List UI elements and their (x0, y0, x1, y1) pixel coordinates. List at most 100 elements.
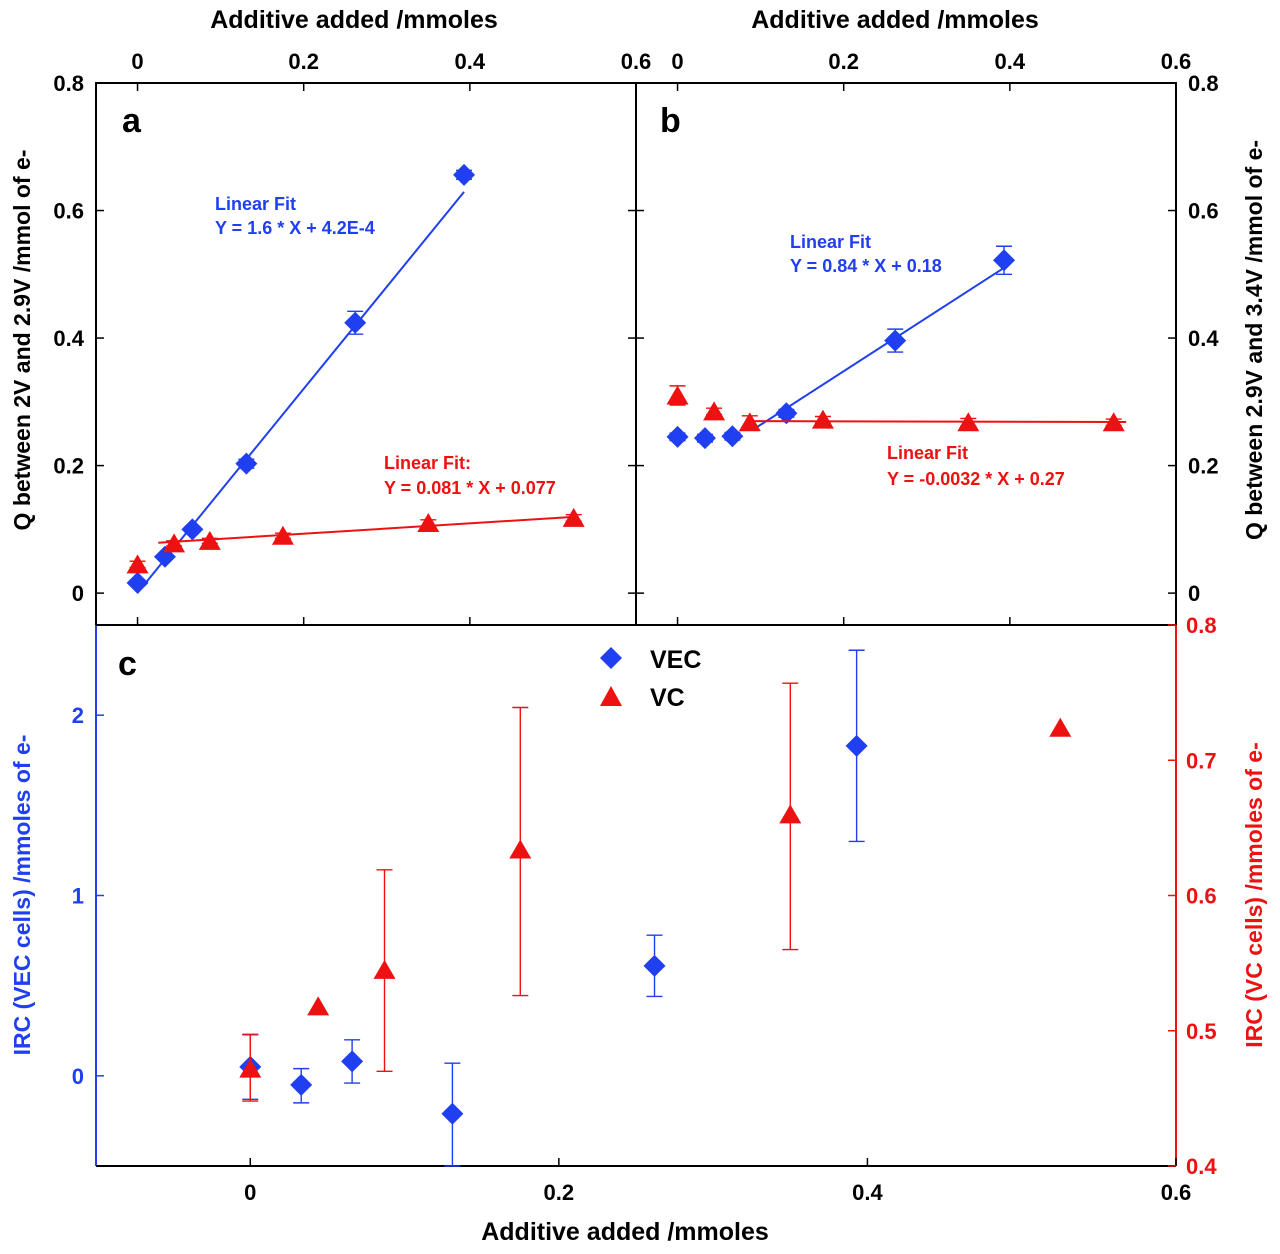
panel-b-x-tick-label-2: 0.4 (995, 49, 1026, 74)
panel-b-vc-point-3 (811, 409, 834, 429)
panel-a-vc-fit-label: Linear Fit: (384, 453, 471, 473)
panel-b-y-tick-label-0: 0 (1188, 581, 1200, 606)
panel-a-vc-fit-annotation: Linear Fit: Y = 0.081 * X + 0.077 (384, 453, 556, 498)
panel-c-x-tick-label-3: 0.6 (1161, 1180, 1192, 1205)
panel-c-right-y-tick-label-4: 0.8 (1186, 613, 1217, 638)
legend-vec-marker (600, 647, 622, 669)
panel-a-y-tick-label-2: 0.4 (53, 326, 84, 351)
panel-c-vec-point-5 (845, 734, 868, 757)
panel-a: 0 0.2 0.4 0.6 0 0.2 0.4 0.6 0.8 (53, 49, 652, 626)
panel-a-x-tick-label-0: 0 (131, 49, 143, 74)
panel-c-vc-point-3 (509, 839, 532, 859)
panel-a-vc-point-4 (417, 512, 440, 532)
panel-a-vec-fit-label: Linear Fit (215, 194, 296, 214)
panel-b-vec-point-1 (693, 427, 716, 450)
panel-a-y-tick-label-0: 0 (72, 581, 84, 606)
panel-b-vec-fit-line (751, 267, 1005, 431)
panel-b-vc-point-2 (738, 412, 761, 432)
panel-a-vec-point-5 (453, 163, 476, 186)
panel-a-vec-fit-annotation: Linear Fit Y = 1.6 * X + 4.2E-4 (215, 194, 375, 238)
panel-a-vc-point-3 (271, 525, 294, 545)
panel-b-x-tick-label-3: 0.6 (1161, 49, 1192, 74)
panel-b-vec-fit-label: Linear Fit (790, 232, 871, 252)
panel-c-right-y-tick-label-0: 0.4 (1186, 1154, 1217, 1179)
panel-b-vc-fit-annotation: Linear Fit Y = -0.0032 * X + 0.27 (887, 443, 1065, 489)
panel-a-vec-point-0 (126, 571, 149, 594)
panel-b-x-tick-label-0: 0 (671, 49, 683, 74)
panel-c-x-tick-label-1: 0.2 (544, 1180, 575, 1205)
panel-b-vec-fit-annotation: Linear Fit Y = 0.84 * X + 0.18 (790, 232, 942, 276)
panel-a-x-tick-label-3: 0.6 (621, 49, 652, 74)
panel-b-vc-point-1 (703, 401, 726, 421)
panel-a-vc-point-0 (126, 554, 149, 574)
panel-a-y-tick-label-1: 0.2 (53, 454, 84, 479)
panel-c-x-axis-title: Additive added /mmoles (481, 1218, 769, 1246)
panel-a-vec-point-2 (181, 518, 204, 541)
panel-b-vec-point-0 (666, 425, 689, 448)
panel-b-y-tick-label-1: 0.2 (1188, 454, 1219, 479)
panel-a-vec-point-4 (344, 311, 367, 334)
panel-a-letter: a (122, 102, 142, 140)
panel-b-vec-point-2 (721, 425, 744, 448)
panel-b-vec-point-5 (993, 249, 1016, 272)
panel-b-top-x-axis-title: Additive added /mmoles (751, 6, 1039, 34)
panel-c-vc-point-5 (1049, 717, 1072, 737)
legend-vc-marker (600, 686, 622, 706)
panel-a-top-x-axis-title: Additive added /mmoles (210, 6, 498, 34)
panel-b-vec-point-3 (775, 402, 798, 425)
panel-c-vc-point-1 (307, 996, 330, 1016)
panel-b-y-tick-label-2: 0.4 (1188, 326, 1219, 351)
panel-a-vc-fit-equation: Y = 0.081 * X + 0.077 (384, 478, 556, 498)
panel-a-vc-point-2 (198, 530, 221, 550)
panel-b-vc-fit-line (749, 420, 1127, 424)
panel-c-vec-point-1 (290, 1073, 313, 1096)
panel-b-vc-point-4 (957, 412, 980, 432)
panel-b-y-tick-label-3: 0.6 (1188, 199, 1219, 224)
panel-a-x-tick-label-2: 0.4 (455, 49, 486, 74)
panel-a-y-tick-label-3: 0.6 (53, 199, 84, 224)
panel-b-vec-point-4 (884, 329, 907, 352)
panel-b-vc-fit-label: Linear Fit (887, 443, 968, 463)
panel-b-frame (635, 82, 1177, 626)
panel-c-vc-point-2 (373, 959, 396, 979)
panel-c-left-y-tick-label-2: 2 (72, 703, 84, 728)
panel-b-vec-fit-equation: Y = 0.84 * X + 0.18 (790, 256, 942, 276)
panel-b-letter: b (660, 102, 681, 140)
panel-c-right-y-axis-title: IRC (VC cells) /mmoles of e- (1241, 742, 1267, 1047)
panel-a-vec-fit-equation: Y = 1.6 * X + 4.2E-4 (215, 218, 375, 238)
panel-c-vc-point-0 (239, 1058, 262, 1078)
panel-b-vc-point-0 (666, 385, 689, 405)
legend-vec-label: VEC (650, 646, 701, 674)
panel-c-x-tick-label-0: 0 (244, 1180, 256, 1205)
panel-b-y-tick-label-4: 0.8 (1188, 71, 1219, 96)
legend-vc-label: VC (650, 684, 685, 712)
panel-a-y-axis-title: Q between 2V and 2.9V /mmol of e- (9, 150, 35, 531)
panel-c-vc-point-4 (779, 804, 802, 824)
panel-c-left-y-tick-label-1: 1 (72, 884, 84, 909)
panel-a-x-tick-label-1: 0.2 (288, 49, 319, 74)
panel-c-left-y-tick-label-0: 0 (72, 1064, 84, 1089)
panel-c-letter: c (118, 645, 137, 683)
panel-a-y-tick-label-4: 0.8 (53, 71, 84, 96)
panel-c-left-y-axis-title: IRC (VEC cells) /mmoles of e- (9, 735, 35, 1056)
panel-a-vc-fit-line (158, 515, 574, 544)
panel-b-vc-point-5 (1102, 412, 1125, 432)
panel-a-vc-point-1 (163, 533, 186, 553)
panel-b-vc-fit-equation: Y = -0.0032 * X + 0.27 (887, 469, 1065, 489)
panel-c-right-y-tick-label-3: 0.7 (1186, 748, 1217, 773)
panel-c-vec-point-3 (441, 1102, 464, 1125)
panel-b-x-tick-label-1: 0.2 (828, 49, 859, 74)
panel-c-right-y-tick-label-1: 0.5 (1186, 1019, 1217, 1044)
legend: VEC VC (600, 646, 701, 712)
panel-b: 0 0.2 0.4 0.600.20.40.60.8 (635, 49, 1219, 626)
panel-b-y-axis-title: Q between 2.9V and 3.4V /mmol of e- (1241, 140, 1267, 540)
panel-c-right-y-tick-label-2: 0.6 (1186, 884, 1217, 909)
panel-c-vec-point-2 (341, 1050, 364, 1073)
panel-a-vc-point-5 (562, 507, 585, 527)
panel-a-vec-point-3 (235, 452, 258, 475)
panel-c-x-tick-label-2: 0.4 (852, 1180, 883, 1205)
panel-c-vec-point-4 (643, 954, 666, 977)
